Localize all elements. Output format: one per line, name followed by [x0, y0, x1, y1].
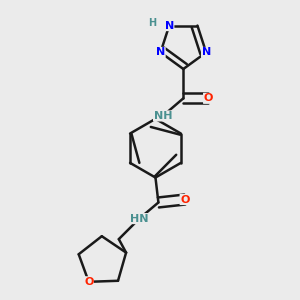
- Text: O: O: [204, 93, 213, 103]
- Text: N: N: [156, 47, 165, 57]
- Text: O: O: [84, 277, 93, 287]
- Text: NH: NH: [154, 111, 172, 121]
- Text: H: H: [148, 18, 156, 28]
- Text: N: N: [202, 47, 211, 57]
- Text: N: N: [165, 21, 174, 31]
- Text: O: O: [180, 194, 190, 205]
- Text: HN: HN: [130, 214, 148, 224]
